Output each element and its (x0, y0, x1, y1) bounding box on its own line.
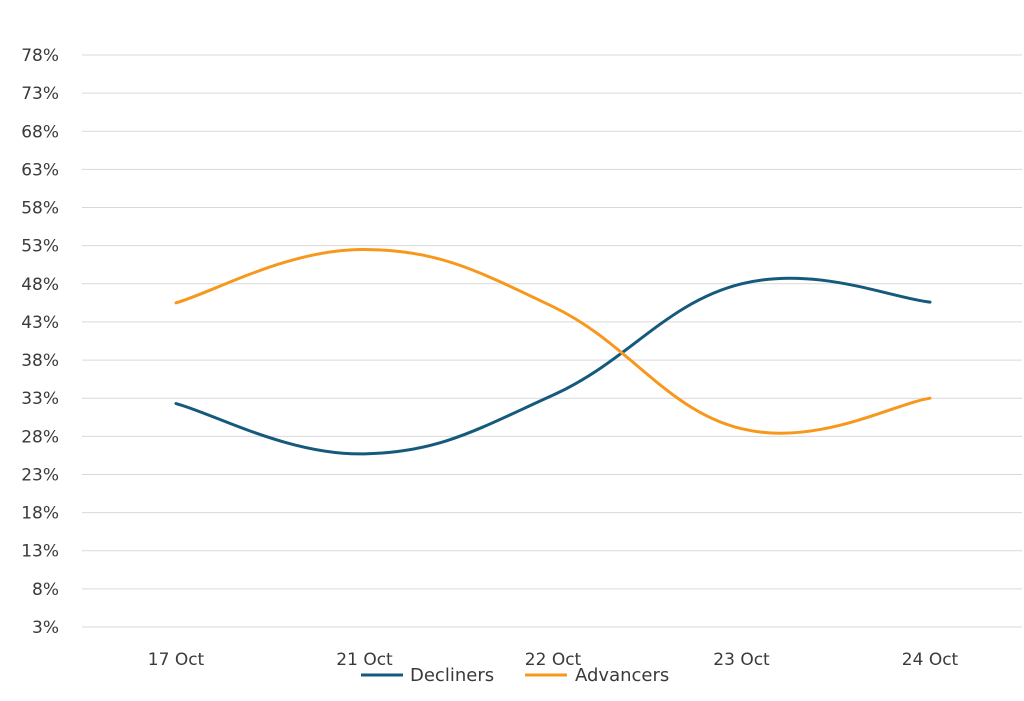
y-tick-label: 18% (21, 504, 59, 524)
y-tick-label: 3% (32, 618, 59, 638)
y-tick-label: 78% (21, 46, 59, 66)
y-tick-label: 33% (21, 389, 59, 409)
gridlines (82, 54, 1022, 628)
y-axis-tick-labels: 78% 73% 68% 63% 58% 53% 48% 43% 38% 33% 28% 23% 18% 1… (21, 46, 59, 638)
y-tick-label: 68% (21, 122, 59, 142)
y-tick-label: 73% (21, 84, 59, 104)
y-tick-label: 53% (21, 237, 59, 257)
x-axis-tick-labels: 17 Oct 21 Oct 22 Oct 23 Oct 24 Oct (148, 650, 959, 670)
y-tick-label: 23% (21, 465, 59, 485)
legend: Decliners Advancers (361, 665, 669, 686)
legend-label-decliners: Decliners (410, 665, 494, 686)
series-line-advancers (174, 247, 932, 435)
y-tick-label: 13% (21, 542, 59, 562)
x-tick-label: 24 Oct (902, 650, 959, 670)
y-tick-label: 43% (21, 313, 59, 333)
y-tick-label: 63% (21, 160, 59, 180)
y-tick-label: 8% (32, 580, 59, 600)
series-lines (174, 247, 932, 456)
y-tick-label: 28% (21, 427, 59, 447)
x-tick-label: 23 Oct (713, 650, 770, 670)
y-tick-label: 38% (21, 351, 59, 371)
legend-label-advancers: Advancers (575, 665, 669, 686)
x-tick-label: 17 Oct (148, 650, 205, 670)
series-line-decliners (174, 276, 932, 456)
y-tick-label: 58% (21, 199, 59, 219)
x-tick-label: 21 Oct (336, 650, 393, 670)
y-tick-label: 48% (21, 275, 59, 295)
x-tick-label: 22 Oct (525, 650, 582, 670)
